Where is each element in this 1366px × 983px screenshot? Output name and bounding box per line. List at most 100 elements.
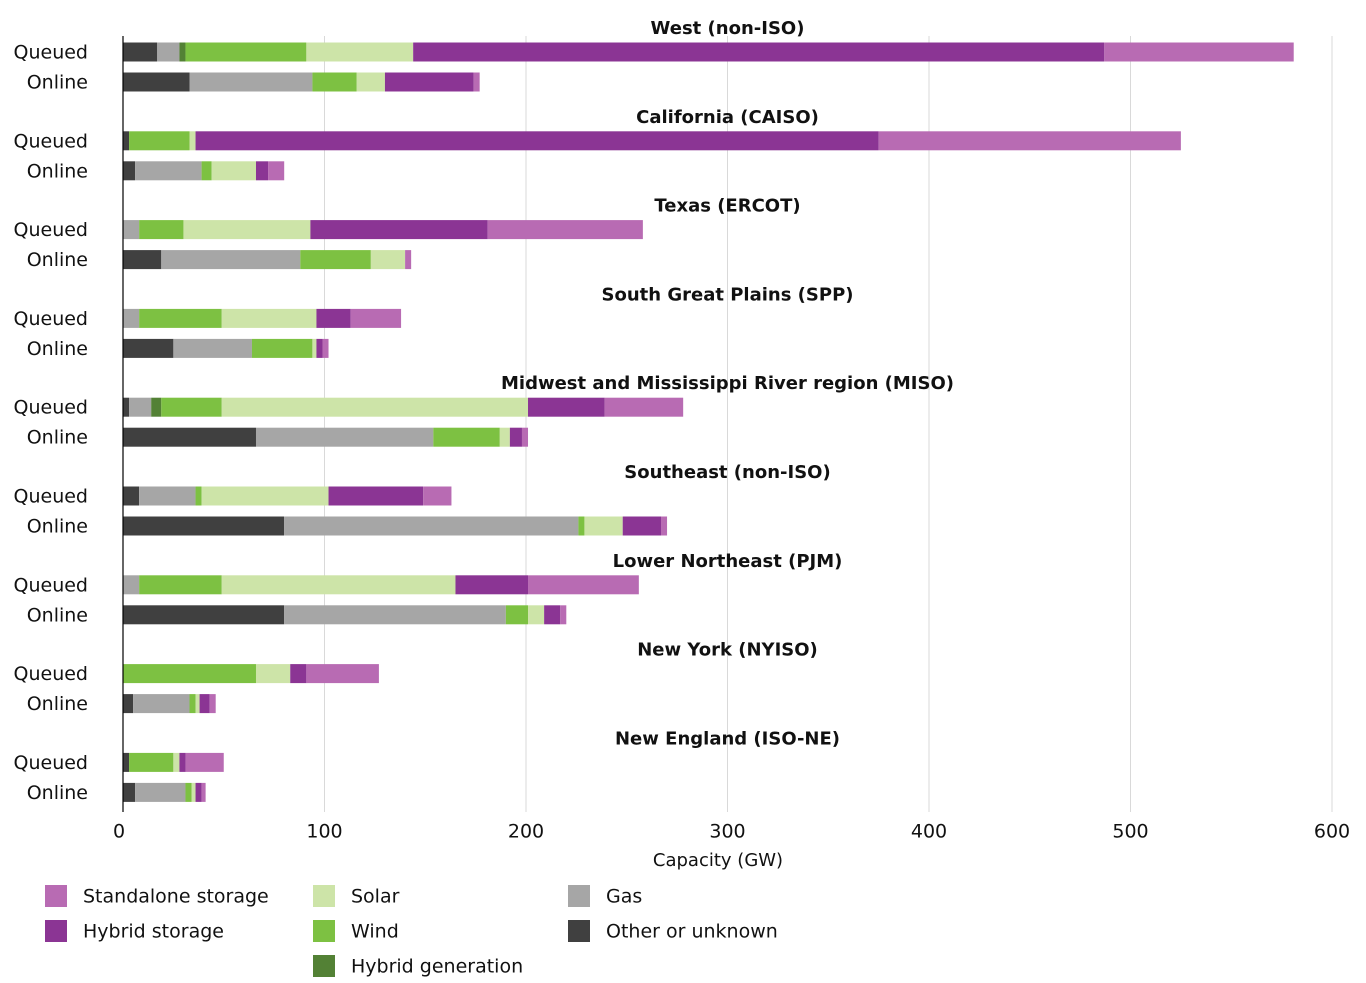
bar-segment-solar	[306, 42, 414, 62]
bar-segment-standalone_storage	[878, 131, 1181, 151]
row-label-queued: Queued	[14, 663, 88, 685]
group-title: California (CAISO)	[636, 107, 819, 128]
bar-segment-hybrid_storage	[328, 486, 424, 506]
row-label-online: Online	[27, 427, 88, 449]
bar-segment-gas	[284, 516, 579, 536]
x-tick-label: 600	[1314, 821, 1350, 843]
bar-segment-other	[123, 161, 136, 181]
bar-segment-standalone_storage	[560, 605, 567, 625]
bar-segment-gas	[161, 250, 301, 270]
bar-segment-wind	[139, 220, 184, 240]
bar-segment-solar	[221, 397, 529, 417]
group-title: Texas (ERCOT)	[654, 196, 800, 217]
bar-segment-gas	[255, 427, 434, 447]
bar-segment-wind	[195, 486, 202, 506]
bar-segment-solar	[191, 782, 196, 802]
bar-segment-other	[123, 72, 190, 92]
row-label-online: Online	[27, 160, 88, 182]
legend-label-standalone_storage: Standalone storage	[83, 886, 269, 908]
x-tick-label: 0	[113, 821, 125, 843]
bar-segment-hybrid_generation	[151, 397, 162, 417]
bar-segment-wind	[139, 575, 222, 595]
bar-segment-wind	[201, 161, 212, 181]
legend-swatch-other	[568, 920, 590, 942]
bar-segment-gas	[133, 694, 190, 714]
group-title: New England (ISO-NE)	[615, 728, 840, 749]
bar-segment-gas	[135, 782, 186, 802]
row-label-queued: Queued	[14, 486, 88, 508]
bar-segment-other	[123, 516, 285, 536]
legend-label-hybrid_generation: Hybrid generation	[351, 956, 523, 978]
bar-segment-solar	[195, 694, 200, 714]
bar-segment-hybrid_generation	[179, 42, 186, 62]
bar-segment-solar	[499, 427, 510, 447]
bar-segment-wind	[129, 752, 174, 772]
bar-segment-standalone_storage	[350, 308, 402, 328]
bar-segment-standalone_storage	[661, 516, 668, 536]
legend-swatch-hybrid_storage	[45, 920, 67, 942]
bar-segment-standalone_storage	[268, 161, 285, 181]
bar-segment-other	[123, 42, 158, 62]
bar-segment-solar	[370, 250, 406, 270]
bar-segment-hybrid_storage	[316, 308, 351, 328]
bar-segment-gas	[123, 575, 140, 595]
bar-segment-standalone_storage	[473, 72, 480, 92]
bar-segment-standalone_storage	[423, 486, 452, 506]
bar-segment-solar	[211, 161, 256, 181]
legend-label-solar: Solar	[351, 886, 400, 908]
row-label-queued: Queued	[14, 308, 88, 330]
bar-segment-other	[123, 427, 256, 447]
x-tick-label: 200	[508, 821, 544, 843]
bar-segment-wind	[139, 308, 222, 328]
row-label-queued: Queued	[14, 42, 88, 64]
group-title: Lower Northeast (PJM)	[613, 551, 843, 572]
bar-segment-hybrid_storage	[290, 664, 307, 684]
legend-swatch-gas	[568, 885, 590, 907]
row-label-online: Online	[27, 72, 88, 94]
bar-segment-gas	[139, 486, 196, 506]
bar-segment-gas	[189, 72, 313, 92]
group-title: South Great Plains (SPP)	[602, 284, 854, 305]
legend-label-hybrid_storage: Hybrid storage	[83, 921, 224, 943]
bar-segment-hybrid_storage	[195, 131, 879, 151]
bar-segment-standalone_storage	[201, 782, 206, 802]
bar-segment-other	[123, 338, 174, 358]
bar-segment-solar	[528, 605, 545, 625]
bar-segment-hybrid_storage	[179, 752, 186, 772]
bar-segment-other	[123, 752, 130, 772]
legend-swatch-solar	[313, 885, 335, 907]
group-title: New York (NYISO)	[637, 640, 818, 661]
bar-segment-solar	[189, 131, 196, 151]
row-label-queued: Queued	[14, 752, 88, 774]
legend-swatch-standalone_storage	[45, 885, 67, 907]
bar-segment-other	[123, 486, 140, 506]
x-tick-label: 400	[911, 821, 947, 843]
legend-label-gas: Gas	[606, 886, 642, 908]
row-label-queued: Queued	[14, 219, 88, 241]
bar-segment-hybrid_storage	[413, 42, 1105, 62]
bar-segment-gas	[123, 220, 140, 240]
bar-segment-wind	[300, 250, 371, 270]
bar-segment-hybrid_storage	[199, 694, 210, 714]
bar-segment-wind	[578, 516, 585, 536]
bar-segment-gas	[173, 338, 252, 358]
bar-segment-other	[123, 397, 130, 417]
bar-segment-gas	[123, 308, 140, 328]
row-label-online: Online	[27, 693, 88, 715]
bar-segment-standalone_storage	[521, 427, 529, 447]
bar-segment-solar	[201, 486, 329, 506]
row-label-queued: Queued	[14, 130, 88, 152]
bar-segment-wind	[312, 72, 357, 92]
bar-segment-wind	[185, 782, 192, 802]
bar-segment-standalone_storage	[487, 220, 643, 240]
bar-segment-standalone_storage	[604, 397, 684, 417]
bar-segment-hybrid_storage	[316, 338, 323, 358]
bar-segment-gas	[129, 397, 152, 417]
bar-segment-standalone_storage	[306, 664, 379, 684]
bar-segment-hybrid_storage	[509, 427, 522, 447]
bar-segment-wind	[123, 664, 256, 684]
row-label-queued: Queued	[14, 574, 88, 596]
bar-segment-wind	[505, 605, 529, 625]
bar-segment-solar	[312, 338, 317, 358]
